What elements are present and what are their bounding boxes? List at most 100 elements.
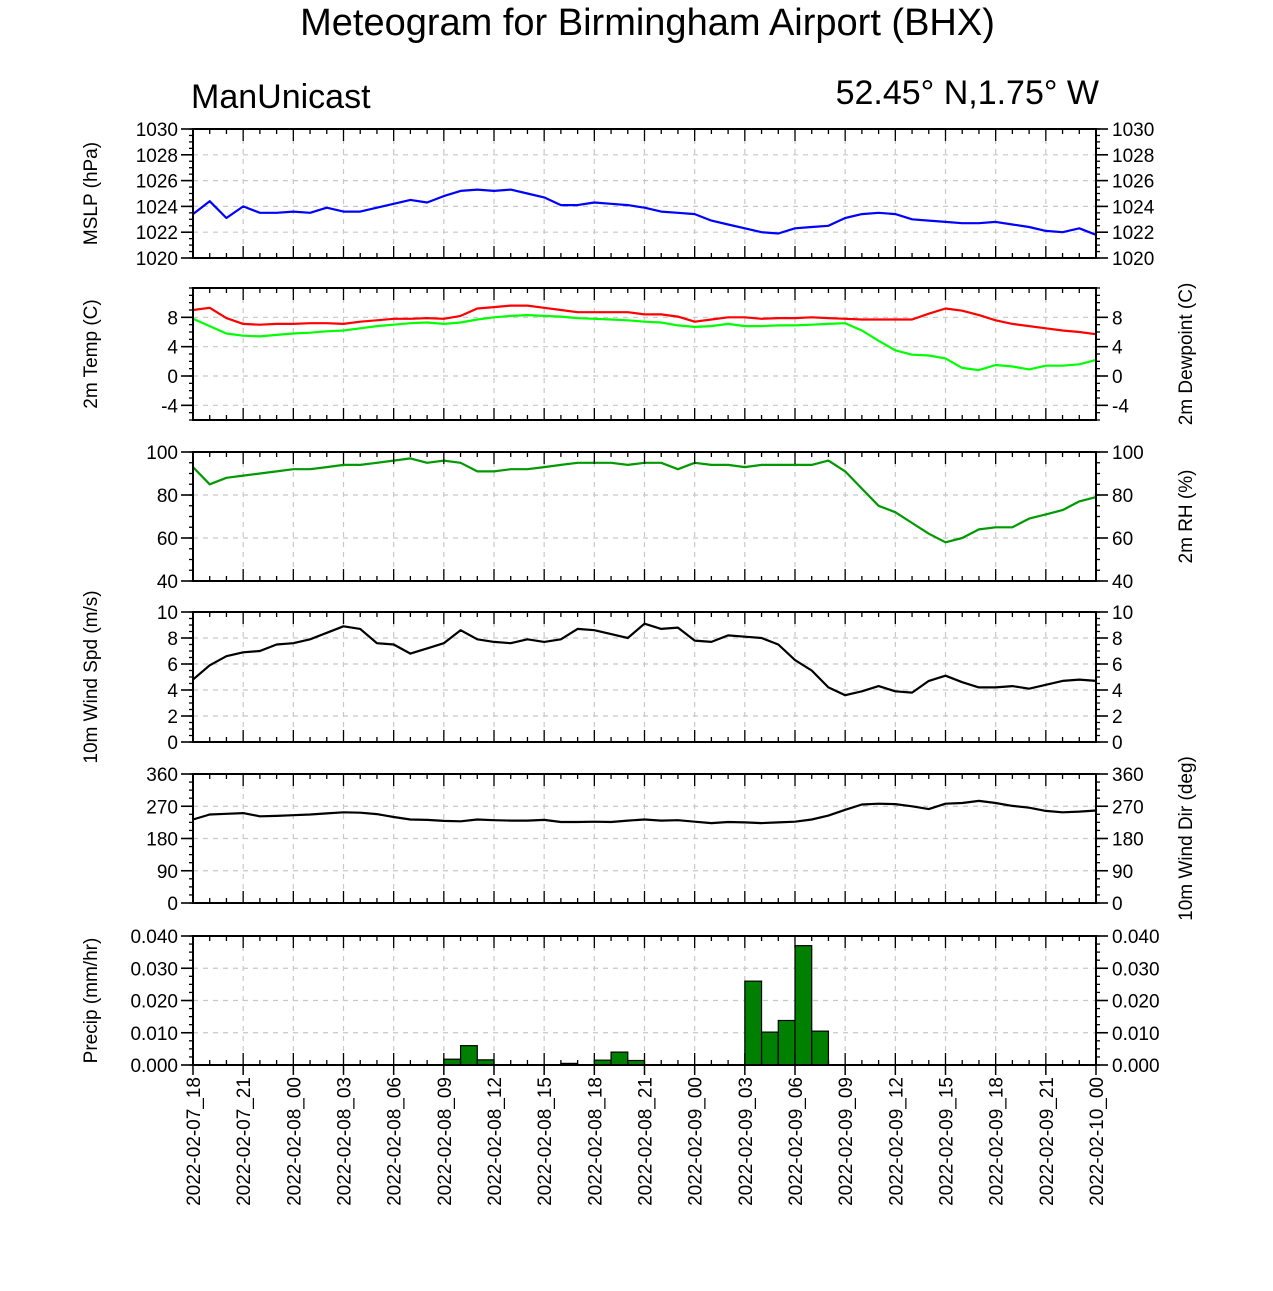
precip-bar bbox=[794, 945, 813, 1066]
y-tick-label-left: 1022 bbox=[136, 223, 178, 244]
y-tick-label-left: 8 bbox=[167, 308, 178, 329]
y-tick-label-left: 1030 bbox=[136, 120, 178, 141]
x-tick-label: 2022-02-08_06 bbox=[385, 1077, 406, 1206]
rh-series-line bbox=[192, 457, 1097, 544]
mslp-series-line bbox=[192, 188, 1097, 236]
y-tick-label-right: 270 bbox=[1112, 797, 1144, 818]
y-tick-label-right: 4 bbox=[1112, 681, 1123, 702]
precip-ylabel-left: Precip (mm/hr) bbox=[81, 938, 102, 1064]
y-tick-label-left: 40 bbox=[157, 572, 178, 593]
temp-series-line bbox=[192, 304, 1097, 336]
wspd-ylabel-left: 10m Wind Spd (m/s) bbox=[81, 590, 102, 763]
y-tick-label-right: 8 bbox=[1112, 308, 1123, 329]
y-tick-label-left: 10 bbox=[157, 603, 178, 624]
temp-ylabel-right: 2m Dewpoint (C) bbox=[1176, 283, 1197, 426]
y-tick-label-right: 90 bbox=[1112, 862, 1133, 883]
x-tick-label: 2022-02-08_18 bbox=[585, 1077, 606, 1206]
wdir-series-line bbox=[192, 799, 1098, 825]
model-name: ManUnicast bbox=[191, 78, 371, 116]
y-tick-label-right: -4 bbox=[1112, 396, 1129, 417]
y-tick-label-left: 1028 bbox=[136, 146, 178, 167]
y-tick-label-right: 0.030 bbox=[1112, 959, 1160, 980]
chart-title: Meteogram for Birmingham Airport (BHX) bbox=[300, 2, 995, 44]
y-tick-label-right: 0 bbox=[1112, 894, 1123, 915]
y-tick-label-right: 100 bbox=[1112, 443, 1144, 464]
x-tick-label: 2022-02-09_06 bbox=[786, 1077, 807, 1206]
y-tick-label-left: 80 bbox=[157, 486, 178, 507]
precip-bar bbox=[744, 980, 763, 1066]
x-tick-label: 2022-02-09_00 bbox=[686, 1077, 707, 1206]
y-tick-label-right: 60 bbox=[1112, 529, 1133, 550]
y-tick-label-right: 1022 bbox=[1112, 223, 1154, 244]
x-tick-label: 2022-02-09_09 bbox=[836, 1077, 857, 1206]
y-tick-label-left: 1024 bbox=[136, 197, 179, 218]
location-coordinates: 52.45° N,1.75° W bbox=[835, 74, 1099, 112]
y-tick-label-left: 6 bbox=[167, 655, 178, 676]
y-tick-label-right: 1030 bbox=[1112, 120, 1154, 141]
y-tick-label-left: 270 bbox=[146, 797, 178, 818]
x-tick-label: 2022-02-09_12 bbox=[886, 1077, 907, 1206]
rh-ylabel-right: 2m RH (%) bbox=[1176, 470, 1197, 564]
x-tick-label: 2022-02-08_21 bbox=[636, 1077, 657, 1206]
y-tick-label-right: 1020 bbox=[1112, 249, 1154, 270]
precip-bar bbox=[459, 1045, 478, 1066]
y-tick-label-left: 100 bbox=[146, 443, 178, 464]
y-tick-label-right: 8 bbox=[1112, 629, 1123, 650]
y-tick-label-right: 0.040 bbox=[1112, 927, 1160, 948]
y-tick-label-right: 1028 bbox=[1112, 146, 1154, 167]
y-tick-label-left: 0.010 bbox=[130, 1024, 178, 1045]
y-tick-label-left: 2 bbox=[167, 707, 178, 728]
precip-bar bbox=[610, 1051, 629, 1066]
x-tick-label: 2022-02-07_21 bbox=[234, 1077, 255, 1206]
y-tick-label-right: 10 bbox=[1112, 603, 1133, 624]
y-tick-label-right: 0.000 bbox=[1112, 1056, 1160, 1077]
y-tick-label-right: 0.010 bbox=[1112, 1024, 1160, 1045]
y-tick-label-left: 0.000 bbox=[130, 1056, 178, 1077]
temp-ylabel-left: 2m Temp (C) bbox=[81, 299, 102, 408]
x-tick-label: 2022-02-08_15 bbox=[535, 1077, 556, 1206]
mslp-ylabel-left: MSLP (hPa) bbox=[81, 142, 102, 245]
precip-bar bbox=[811, 1030, 830, 1066]
y-tick-label-left: 0 bbox=[167, 733, 178, 754]
y-tick-label-right: 1024 bbox=[1112, 197, 1155, 218]
y-tick-label-right: 80 bbox=[1112, 486, 1133, 507]
y-tick-label-right: 0.020 bbox=[1112, 992, 1160, 1013]
x-tick-label: 2022-02-08_03 bbox=[335, 1077, 356, 1206]
y-tick-label-left: 4 bbox=[167, 681, 178, 702]
y-tick-label-left: 180 bbox=[146, 830, 178, 851]
y-tick-label-left: 0 bbox=[167, 894, 178, 915]
x-tick-label: 2022-02-09_03 bbox=[736, 1077, 757, 1206]
y-tick-label-left: 360 bbox=[146, 765, 178, 786]
y-tick-label-right: 0 bbox=[1112, 367, 1123, 388]
y-tick-label-left: 4 bbox=[167, 338, 178, 359]
y-tick-label-left: 60 bbox=[157, 529, 178, 550]
y-tick-label-right: 180 bbox=[1112, 830, 1144, 851]
y-tick-label-left: 1020 bbox=[136, 249, 178, 270]
y-tick-label-left: 0 bbox=[167, 367, 178, 388]
x-tick-label: 2022-02-09_18 bbox=[987, 1077, 1008, 1206]
y-tick-label-left: 0.030 bbox=[130, 959, 178, 980]
y-tick-label-right: 0 bbox=[1112, 733, 1123, 754]
y-tick-label-left: 1026 bbox=[136, 172, 178, 193]
y-tick-label-left: 8 bbox=[167, 629, 178, 650]
y-tick-label-left: 90 bbox=[157, 862, 178, 883]
y-tick-label-right: 1026 bbox=[1112, 172, 1154, 193]
y-tick-label-right: 2 bbox=[1112, 707, 1123, 728]
x-tick-label: 2022-02-09_21 bbox=[1037, 1077, 1058, 1206]
y-tick-label-left: 0.040 bbox=[130, 927, 178, 948]
y-tick-label-right: 360 bbox=[1112, 765, 1144, 786]
y-tick-label-right: 40 bbox=[1112, 572, 1133, 593]
x-tick-label: 2022-02-07_18 bbox=[184, 1077, 205, 1206]
x-tick-label: 2022-02-08_09 bbox=[435, 1077, 456, 1206]
precip-bar bbox=[777, 1019, 796, 1066]
x-tick-label: 2022-02-08_12 bbox=[485, 1077, 506, 1206]
temp-series-line bbox=[192, 314, 1097, 372]
y-tick-label-left: 0.020 bbox=[130, 992, 178, 1013]
precip-bar bbox=[760, 1031, 779, 1066]
y-tick-label-right: 4 bbox=[1112, 338, 1123, 359]
x-tick-label: 2022-02-10_00 bbox=[1087, 1077, 1108, 1206]
y-tick-label-left: -4 bbox=[161, 396, 178, 417]
x-tick-label: 2022-02-09_15 bbox=[937, 1077, 958, 1206]
x-tick-label: 2022-02-08_00 bbox=[284, 1077, 305, 1206]
